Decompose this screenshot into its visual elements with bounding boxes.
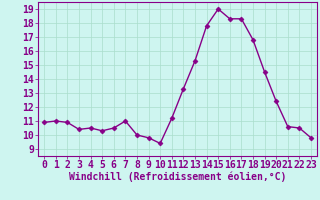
X-axis label: Windchill (Refroidissement éolien,°C): Windchill (Refroidissement éolien,°C) (69, 172, 286, 182)
